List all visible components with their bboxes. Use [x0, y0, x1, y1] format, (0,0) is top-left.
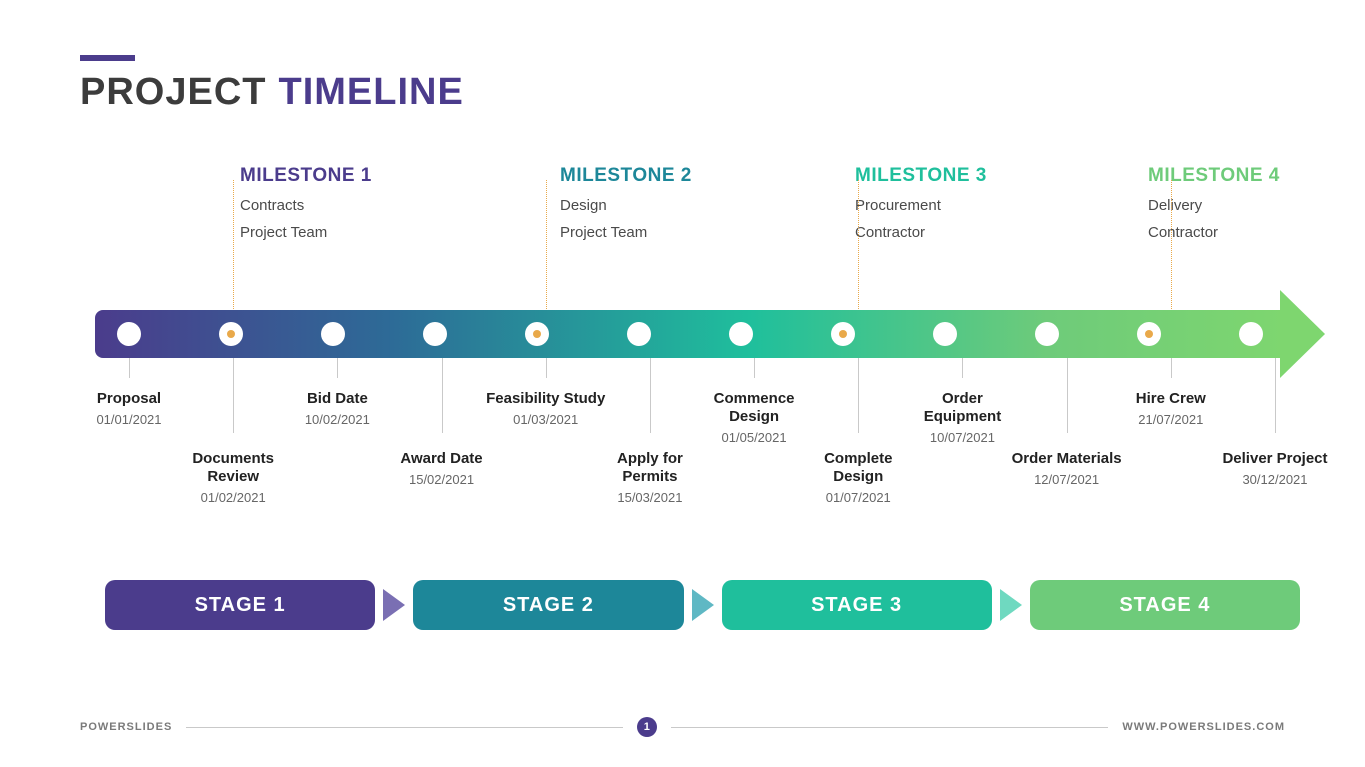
event-date: 15/02/2021: [382, 472, 502, 487]
milestone-line-1: Contracts: [240, 197, 440, 214]
event-date: 01/05/2021: [694, 430, 814, 445]
footer-divider-right: [671, 727, 1108, 728]
stage-arrow-icon: [383, 589, 405, 621]
milestone-connector-line: [858, 180, 859, 325]
footer-brand: POWERSLIDES: [80, 721, 172, 733]
title-word-2: TIMELINE: [278, 71, 463, 114]
timeline-event: Commence Design 01/05/2021: [694, 390, 814, 445]
stage-arrow-icon: [1000, 589, 1022, 621]
stage-arrow-icon: [692, 589, 714, 621]
stage-pill: STAGE 3: [722, 580, 992, 630]
timeline-event: Order Materials 12/07/2021: [1007, 450, 1127, 487]
milestone-dot-marker: [533, 330, 541, 338]
milestone-title: MILESTONE 3: [855, 165, 1055, 187]
timeline-event: Feasibility Study 01/03/2021: [486, 390, 606, 427]
stage-pill: STAGE 4: [1030, 580, 1300, 630]
timeline-dot: [627, 322, 651, 346]
page-number: 1: [644, 721, 651, 733]
timeline-event: Complete Design 01/07/2021: [798, 450, 918, 505]
timeline-dot: [219, 322, 243, 346]
title-word-1: PROJECT: [80, 71, 266, 114]
timeline-dot: [1239, 322, 1263, 346]
timeline-dot: [117, 322, 141, 346]
milestone-dot-marker: [1145, 330, 1153, 338]
milestone-connector-line: [1171, 180, 1172, 325]
page-title: PROJECT TIMELINE: [80, 71, 1285, 114]
milestone-title: MILESTONE 1: [240, 165, 440, 187]
milestone-block: MILESTONE 2 Design Project Team: [560, 165, 760, 241]
milestone-line-1: Procurement: [855, 197, 1055, 214]
event-date: 10/02/2021: [277, 412, 397, 427]
event-date: 01/03/2021: [486, 412, 606, 427]
stage-pill: STAGE 2: [413, 580, 683, 630]
timeline-event: Proposal 01/01/2021: [69, 390, 189, 427]
timeline-dot: [831, 322, 855, 346]
timeline-event: Order Equipment 10/07/2021: [902, 390, 1022, 445]
timeline-event: Award Date 15/02/2021: [382, 450, 502, 487]
milestone-line-2: Contractor: [1148, 224, 1348, 241]
event-label: Hire Crew: [1111, 390, 1231, 408]
event-date: 01/01/2021: [69, 412, 189, 427]
timeline-event: Deliver Project 30/12/2021: [1215, 450, 1335, 487]
stages-row: STAGE 1 STAGE 2 STAGE 3 STAGE 4: [105, 580, 1300, 630]
timeline-event: Apply for Permits 15/03/2021: [590, 450, 710, 505]
timeline-dot: [1137, 322, 1161, 346]
milestone-connector-line: [233, 180, 234, 325]
milestone-line-1: Delivery: [1148, 197, 1348, 214]
event-date: 30/12/2021: [1215, 472, 1335, 487]
timeline-dot: [423, 322, 447, 346]
timeline-event: Hire Crew 21/07/2021: [1111, 390, 1231, 427]
event-label: Feasibility Study: [486, 390, 606, 408]
timeline-dot: [1035, 322, 1059, 346]
timeline-dot: [525, 322, 549, 346]
event-date: 15/03/2021: [590, 490, 710, 505]
timeline-event: Documents Review 01/02/2021: [173, 450, 293, 505]
arrow-head-icon: [1280, 290, 1325, 378]
milestone-connector-line: [546, 180, 547, 325]
milestone-dot-marker: [839, 330, 847, 338]
event-label: Commence Design: [694, 390, 814, 426]
event-label: Complete Design: [798, 450, 918, 486]
event-date: 21/07/2021: [1111, 412, 1231, 427]
event-label: Documents Review: [173, 450, 293, 486]
timeline-dots: [95, 310, 1285, 358]
event-label: Bid Date: [277, 390, 397, 408]
timeline-dot: [321, 322, 345, 346]
footer: POWERSLIDES 1 WWW.POWERSLIDES.COM: [80, 717, 1285, 737]
milestone-title: MILESTONE 4: [1148, 165, 1348, 187]
event-label: Apply for Permits: [590, 450, 710, 486]
milestone-block: MILESTONE 1 Contracts Project Team: [240, 165, 440, 241]
event-date: 01/02/2021: [173, 490, 293, 505]
milestone-dot-marker: [227, 330, 235, 338]
event-date: 12/07/2021: [1007, 472, 1127, 487]
timeline-event: Bid Date 10/02/2021: [277, 390, 397, 427]
milestone-block: MILESTONE 4 Delivery Contractor: [1148, 165, 1348, 241]
event-date: 10/07/2021: [902, 430, 1022, 445]
event-label: Order Materials: [1007, 450, 1127, 468]
milestone-line-2: Contractor: [855, 224, 1055, 241]
stage-pill: STAGE 1: [105, 580, 375, 630]
event-label: Proposal: [69, 390, 189, 408]
footer-url: WWW.POWERSLIDES.COM: [1122, 721, 1285, 733]
milestone-line-1: Design: [560, 197, 760, 214]
event-label: Deliver Project: [1215, 450, 1335, 468]
milestone-title: MILESTONE 2: [560, 165, 760, 187]
events-row: Proposal01/01/2021Documents Review01/02/…: [95, 375, 1305, 545]
page-number-badge: 1: [637, 717, 657, 737]
title-accent-bar: [80, 55, 135, 61]
timeline-dot: [729, 322, 753, 346]
event-date: 01/07/2021: [798, 490, 918, 505]
timeline-arrow: [95, 310, 1325, 358]
event-label: Order Equipment: [902, 390, 1022, 426]
milestone-block: MILESTONE 3 Procurement Contractor: [855, 165, 1055, 241]
footer-divider-left: [186, 727, 623, 728]
timeline-dot: [933, 322, 957, 346]
milestone-line-2: Project Team: [560, 224, 760, 241]
event-label: Award Date: [382, 450, 502, 468]
milestone-line-2: Project Team: [240, 224, 440, 241]
